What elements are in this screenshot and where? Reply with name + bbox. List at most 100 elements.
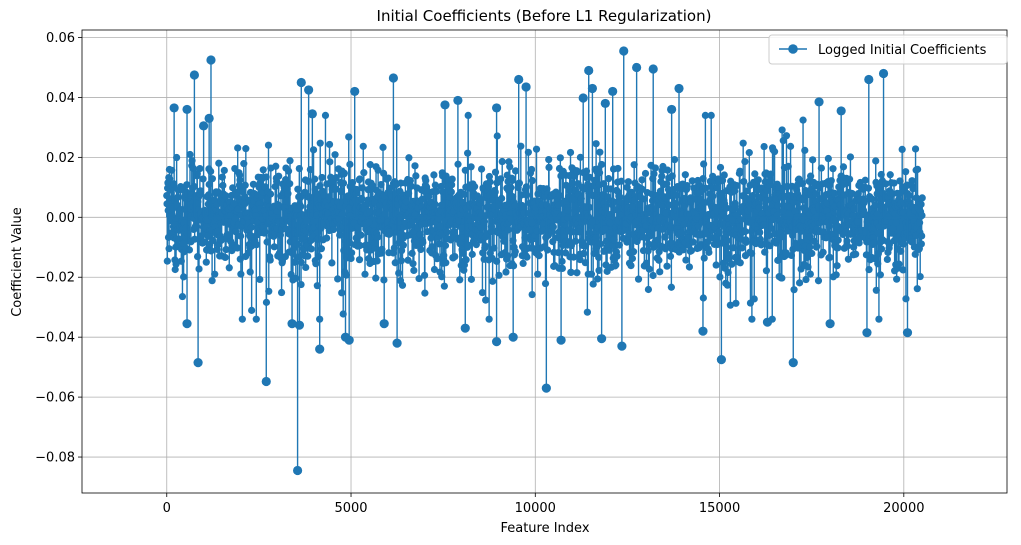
stem-marker bbox=[850, 205, 858, 213]
stem-marker-outlier bbox=[617, 341, 627, 351]
stem-marker bbox=[182, 224, 190, 232]
stem-marker bbox=[259, 166, 267, 174]
stem-marker bbox=[432, 187, 441, 195]
stem-marker bbox=[422, 177, 430, 185]
stem-marker bbox=[252, 241, 261, 249]
stem-marker bbox=[850, 243, 858, 251]
stem-marker bbox=[824, 154, 832, 163]
stem-marker bbox=[461, 190, 469, 199]
stem-marker bbox=[405, 154, 413, 162]
stem-marker bbox=[507, 184, 515, 192]
stem-marker bbox=[849, 212, 857, 220]
stem-marker bbox=[462, 256, 470, 264]
stem-marker bbox=[873, 210, 882, 218]
stem-marker bbox=[755, 204, 763, 212]
tick-labels: 0 5000 10000 15000 20000 −0.08 −0.06 −0.04 −0.02… bbox=[35, 31, 924, 516]
stem-marker bbox=[208, 277, 216, 285]
stem-marker-outlier bbox=[453, 95, 463, 106]
stem-marker bbox=[661, 245, 670, 253]
stem-marker bbox=[202, 258, 210, 266]
stem-marker bbox=[595, 169, 604, 177]
stem-marker bbox=[275, 172, 283, 180]
stem-marker bbox=[762, 267, 771, 275]
stem-marker bbox=[373, 257, 381, 265]
stem-marker bbox=[854, 218, 862, 226]
stem-marker bbox=[377, 180, 385, 189]
stem-marker bbox=[331, 151, 339, 159]
x-tick-label: 20000 bbox=[883, 501, 924, 516]
stem-marker bbox=[751, 170, 759, 178]
stem-marker bbox=[225, 264, 233, 272]
stem-marker bbox=[234, 144, 242, 152]
stem-marker bbox=[355, 256, 364, 264]
stem-marker bbox=[358, 184, 366, 192]
stem-marker bbox=[843, 242, 852, 250]
stem-marker bbox=[610, 236, 618, 244]
stem-marker bbox=[177, 257, 185, 265]
stem-marker bbox=[899, 266, 907, 274]
stem-marker bbox=[163, 257, 171, 265]
stem-marker bbox=[291, 258, 299, 266]
stem-marker bbox=[261, 228, 269, 236]
stem-marker bbox=[598, 160, 606, 169]
stem-marker bbox=[760, 221, 768, 229]
stem-marker bbox=[200, 238, 208, 246]
stem-marker bbox=[323, 234, 331, 242]
stem-marker bbox=[431, 200, 439, 208]
stem-marker bbox=[541, 279, 550, 288]
stem-marker bbox=[656, 187, 664, 195]
stem-marker bbox=[806, 233, 814, 241]
stem-marker bbox=[358, 194, 366, 203]
stem-marker bbox=[716, 163, 725, 172]
stem-marker bbox=[354, 223, 362, 231]
stem-marker bbox=[681, 171, 689, 179]
stem-marker bbox=[582, 242, 590, 250]
stem-marker bbox=[642, 259, 650, 267]
stem-marker bbox=[701, 111, 709, 120]
stem-marker bbox=[236, 176, 244, 184]
stem-marker bbox=[700, 254, 708, 262]
stem-marker bbox=[576, 256, 584, 264]
stem-marker bbox=[284, 190, 292, 198]
stem-marker bbox=[580, 249, 588, 258]
stem-marker bbox=[664, 166, 672, 174]
stem-marker bbox=[457, 224, 466, 232]
stem-marker bbox=[171, 265, 179, 274]
stem-marker bbox=[918, 194, 926, 202]
stem-marker bbox=[467, 163, 475, 171]
stem-marker bbox=[917, 240, 925, 248]
stem-marker bbox=[523, 253, 531, 261]
stem-marker bbox=[196, 187, 205, 195]
stem-marker bbox=[806, 243, 814, 251]
stem-marker bbox=[345, 133, 353, 141]
stem-marker bbox=[707, 111, 715, 120]
stem-marker bbox=[832, 271, 840, 279]
stem-marker bbox=[395, 269, 403, 277]
stem-marker bbox=[487, 223, 496, 231]
stem-marker bbox=[217, 236, 225, 245]
stem-marker bbox=[595, 253, 603, 262]
stem-marker bbox=[543, 246, 552, 254]
stem-marker bbox=[410, 266, 418, 275]
stem-marker bbox=[726, 301, 734, 309]
stem-marker bbox=[436, 222, 444, 231]
stem-marker-outlier bbox=[508, 332, 518, 342]
stem-marker bbox=[728, 260, 736, 268]
stem-marker bbox=[303, 217, 311, 225]
stem-marker bbox=[238, 315, 246, 323]
stem-marker bbox=[628, 254, 637, 263]
stem-marker bbox=[277, 288, 286, 297]
stem-marker bbox=[380, 169, 388, 177]
stem-marker-outlier bbox=[878, 68, 889, 79]
stem-marker bbox=[890, 179, 898, 187]
stem-marker bbox=[809, 156, 817, 164]
stem-marker bbox=[246, 268, 254, 276]
stem-marker bbox=[357, 231, 365, 239]
stem-marker bbox=[588, 218, 596, 226]
stem-marker bbox=[468, 250, 476, 258]
stem-marker bbox=[233, 244, 241, 252]
stem-marker bbox=[861, 197, 869, 205]
stem-marker bbox=[485, 315, 493, 323]
stem-marker bbox=[729, 244, 738, 252]
